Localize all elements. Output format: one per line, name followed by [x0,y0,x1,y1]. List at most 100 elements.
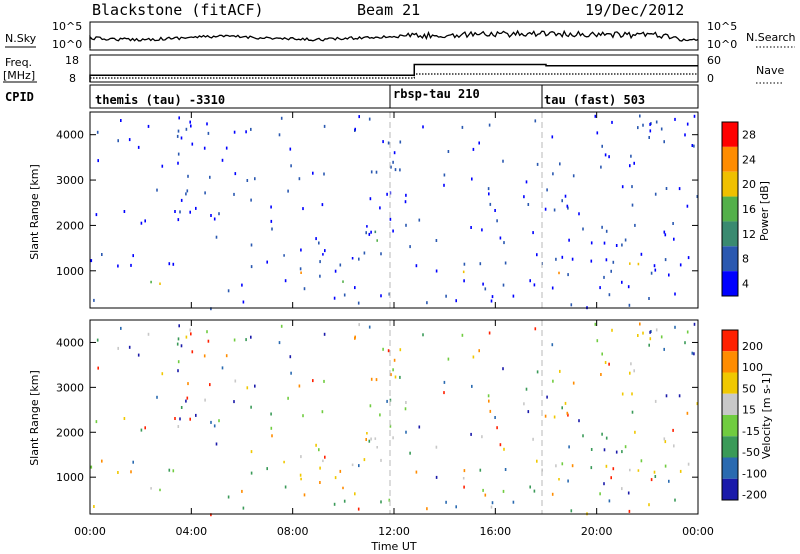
power-cell [177,218,180,222]
velocity-cell [445,500,447,504]
power-cell [354,286,356,290]
velocity-cell [284,485,287,489]
velocity-cell [369,404,372,408]
power-cell [187,174,189,178]
velocity-cell [561,462,564,466]
power-cell [533,283,536,287]
cpid-segment-3: tau (fast) 503 [544,93,645,107]
velocity-cell [156,395,158,399]
power-cell [351,257,354,260]
velocity-cell [404,407,407,411]
velocity-cell [590,466,593,470]
power-cell [655,120,658,124]
power-cell [603,275,605,279]
velocity-cell [415,470,418,474]
power-cell [254,177,256,181]
power-cell [399,168,401,172]
velocity-cell [319,466,321,470]
velocity-cell [648,343,650,347]
velocity-cell [461,333,464,337]
velocity-cell [630,362,632,366]
velocity-cell [470,432,472,436]
frequency-trace [89,63,698,82]
velocity-cell [185,335,188,339]
velocity-cell [608,362,610,366]
power-panel: 4000 3000 2000 1000 Slant Range [km] 28 24 20… [28,111,771,311]
velocity-cell [186,396,189,400]
power-cell [386,192,388,196]
power-cell [376,239,378,242]
power-cell [590,241,593,245]
velocity-cell [405,401,407,404]
velocity-cell [382,347,384,351]
velocity-cell [529,485,531,489]
power-cell [233,130,236,134]
velocity-cell [594,322,597,326]
power-cell [392,229,394,233]
power-cell [363,251,366,255]
velocity-cell [245,338,247,342]
nsearch-tick-top: 10^5 [707,20,737,33]
power-cell [323,172,325,176]
colorbar-tick: 50 [742,382,756,395]
power-cell [571,257,574,261]
velocity-cell [178,324,180,328]
power-cell [529,279,531,283]
velocity-cell [174,417,176,420]
velocity-cell [684,341,686,345]
velocity-cell [637,469,640,472]
power-cell [445,294,447,298]
velocity-cell [455,505,457,509]
power-cell [388,292,391,296]
power-cell [415,264,418,268]
power-cell [553,208,556,212]
velocity-cell [610,476,612,480]
power-cell [390,165,392,169]
velocity-cell [233,400,235,404]
velocity-cell [370,377,373,381]
colorbar-swatch [722,146,738,172]
power-cell [97,159,99,163]
velocity-cell [376,446,378,449]
power-cell [394,168,397,172]
velocity-cell [323,379,325,383]
power-cell [300,248,302,252]
power-cell [227,289,230,293]
velocity-cell [287,396,289,400]
power-cell [499,236,502,240]
velocity-cell [648,503,650,507]
velocity-cell [399,348,402,352]
power-cell [637,126,639,130]
power-cell [225,146,228,150]
velocity-cell [387,349,390,353]
power-cell [605,258,608,262]
velocity-cell [132,460,134,464]
power-cell [639,114,641,118]
velocity-cell [172,469,175,473]
power-cell [339,263,342,267]
velocity-panel: 4000 3000 2000 1000 Slant Range [km] 200 100… [28,319,773,517]
velocity-cell [582,434,584,438]
power-cell [117,264,119,268]
velocity-cell [176,342,179,346]
power-cell [642,123,644,127]
power-cell [660,127,663,131]
power-cell [207,131,210,135]
power-cell [472,147,475,151]
power-cell [161,164,164,168]
velocity-cell [672,428,674,432]
velocity-y-axis: 4000 3000 2000 1000 [56,336,698,484]
colorbar-tick: 20 [742,178,756,191]
velocity-cell [551,492,554,496]
station-title: Blackstone (fitACF) [92,1,264,19]
velocity-cell [546,395,548,399]
y-tick-label: 3000 [56,381,84,394]
velocity-cell [203,354,206,358]
nsky-tick-bottom: 10^0 [52,38,82,51]
power-cell [679,263,682,267]
velocity-cell [504,468,507,471]
power-cell [399,140,402,144]
velocity-cell [351,463,354,467]
velocity-cell [544,414,547,418]
velocity-cell [227,495,230,499]
